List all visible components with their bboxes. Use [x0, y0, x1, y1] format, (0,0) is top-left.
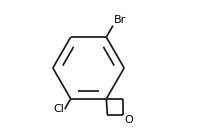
Text: Cl: Cl [53, 104, 64, 114]
Text: O: O [125, 115, 133, 125]
Text: Br: Br [114, 15, 126, 25]
